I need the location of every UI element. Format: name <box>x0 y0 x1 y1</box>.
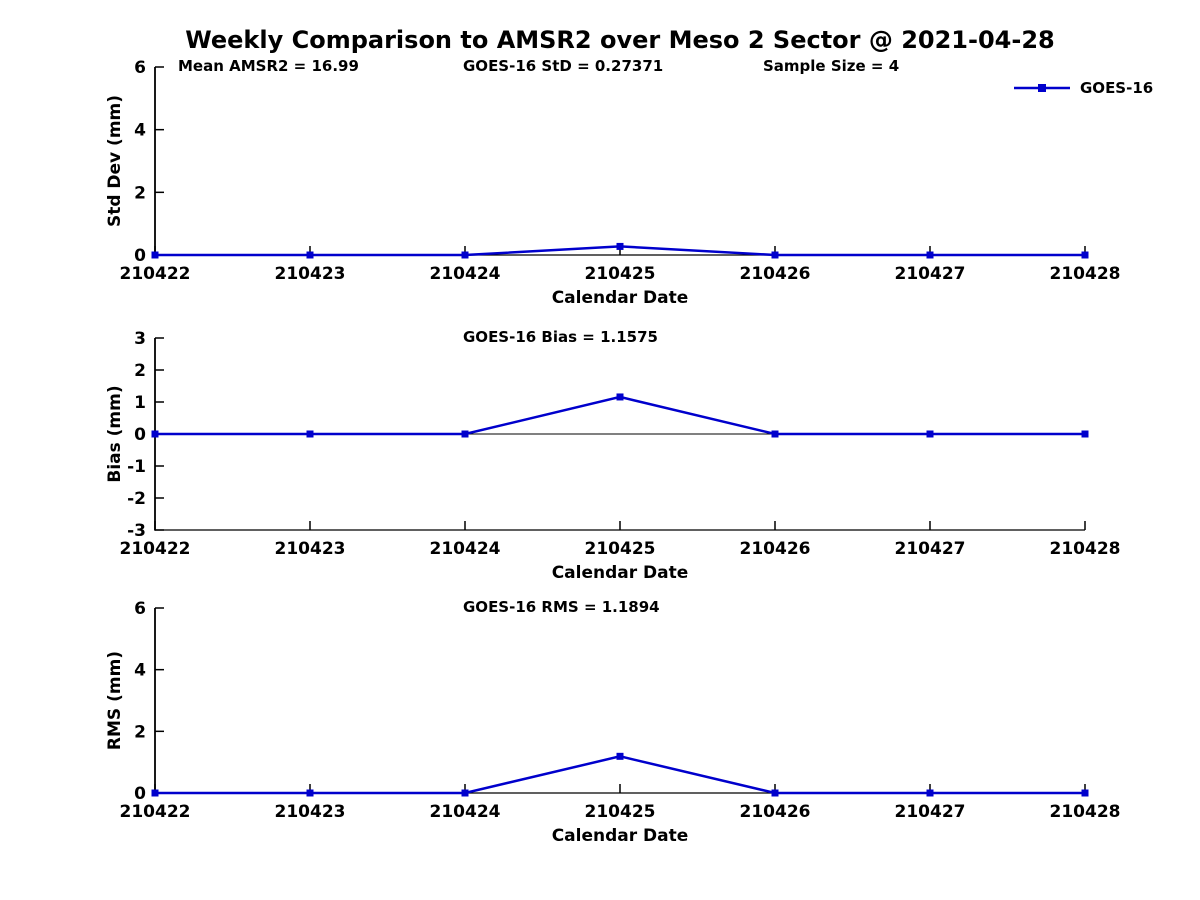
x-tick-label: 210423 <box>275 539 346 559</box>
x-tick-label: 210427 <box>895 802 966 822</box>
data-point-marker <box>926 251 934 259</box>
data-line <box>155 395 1085 436</box>
data-point-marker <box>306 251 314 259</box>
annotation-text: GOES-16 StD = 0.27371 <box>463 57 663 75</box>
annotation-text: GOES-16 RMS = 1.1894 <box>463 598 660 616</box>
y-axis-title: Std Dev (mm) <box>105 95 125 227</box>
data-point-marker <box>461 789 469 797</box>
y-tick-label: -3 <box>127 521 146 541</box>
x-tick-label: 210425 <box>585 539 656 559</box>
y-tick-label: 2 <box>134 722 146 742</box>
y-tick-label: 4 <box>134 661 146 681</box>
x-tick-label: 210422 <box>120 539 191 559</box>
data-point-marker <box>151 430 159 438</box>
data-point-marker <box>771 251 779 259</box>
subplot-std-dev: 0 2 4 6 210422 210423 210424 210425 210426 210427… <box>105 57 1120 308</box>
chart-title: Weekly Comparison to AMSR2 over Meso 2 S… <box>185 26 1055 54</box>
y-tick-label: 4 <box>134 121 146 141</box>
y-tick-label: 1 <box>134 393 146 413</box>
data-point-marker <box>771 789 779 797</box>
x-axis-title: Calendar Date <box>552 826 689 846</box>
x-tick-label: 210425 <box>585 264 656 284</box>
data-point-marker <box>306 789 314 797</box>
x-tick-label: 210428 <box>1050 539 1121 559</box>
y-tick-label: 2 <box>134 361 146 381</box>
y-tick-label: 6 <box>134 58 146 78</box>
x-axis-title: Calendar Date <box>552 563 689 583</box>
data-point-marker <box>1081 789 1089 797</box>
x-tick-label: 210428 <box>1050 802 1121 822</box>
x-tick-label: 210428 <box>1050 264 1121 284</box>
x-tick-label: 210425 <box>585 802 656 822</box>
legend-line-marker-icon <box>1014 84 1070 92</box>
x-tick-label: 210426 <box>740 539 811 559</box>
x-tick-label: 210427 <box>895 264 966 284</box>
data-point-marker <box>1081 251 1089 259</box>
x-tick-label: 210424 <box>430 802 501 822</box>
data-point-marker <box>1081 430 1089 438</box>
y-tick-label: 3 <box>134 329 146 349</box>
x-tick-label: 210423 <box>275 264 346 284</box>
x-tick-label: 210424 <box>430 264 501 284</box>
data-point-marker <box>926 430 934 438</box>
annotation-text: Sample Size = 4 <box>763 57 899 75</box>
x-tick-label: 210427 <box>895 539 966 559</box>
subplot-rms: 0 2 4 6 210422 210423 210424 210425 210426 210427… <box>105 598 1120 846</box>
data-point-marker <box>151 251 159 259</box>
x-tick-label: 210423 <box>275 802 346 822</box>
legend: GOES-16 <box>1012 79 1153 97</box>
x-tick-label: 210424 <box>430 539 501 559</box>
data-point-marker <box>926 789 934 797</box>
data-point-marker <box>771 430 779 438</box>
data-point-marker <box>151 789 159 797</box>
annotation-text: Mean AMSR2 = 16.99 <box>178 57 359 75</box>
x-tick-label: 210422 <box>120 264 191 284</box>
x-tick-label: 210426 <box>740 802 811 822</box>
data-point-marker <box>306 430 314 438</box>
y-tick-label: 6 <box>134 599 146 619</box>
y-axis-title: Bias (mm) <box>105 385 125 482</box>
y-tick-label: -2 <box>127 489 146 509</box>
annotation-text: GOES-16 Bias = 1.1575 <box>463 328 658 346</box>
data-point-marker <box>616 393 624 401</box>
y-tick-label: 2 <box>134 183 146 203</box>
data-point-marker <box>616 752 624 760</box>
y-tick-label: 0 <box>134 246 146 266</box>
data-point-marker <box>616 242 624 250</box>
y-tick-label: -1 <box>127 457 146 477</box>
y-tick-label: 0 <box>134 425 146 445</box>
y-axis-title: RMS (mm) <box>105 651 125 750</box>
x-tick-label: 210422 <box>120 802 191 822</box>
data-point-marker <box>461 430 469 438</box>
legend-label: GOES-16 <box>1080 79 1154 97</box>
data-point-marker <box>461 251 469 259</box>
x-tick-label: 210426 <box>740 264 811 284</box>
y-tick-label: 0 <box>134 784 146 804</box>
x-axis-title: Calendar Date <box>552 288 689 308</box>
